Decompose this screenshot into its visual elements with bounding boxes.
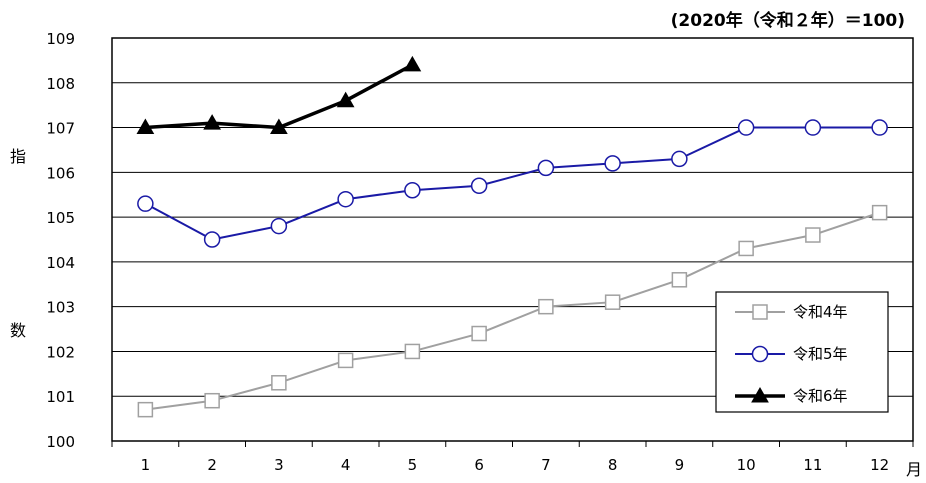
data-point-1 <box>538 298 554 315</box>
x-tick-label: 7 <box>541 456 551 474</box>
x-tick-label: 1 <box>141 456 151 474</box>
x-tick-label: 2 <box>207 456 217 474</box>
data-point-2 <box>337 190 354 208</box>
data-point-1 <box>337 352 354 369</box>
data-point-2 <box>537 159 555 177</box>
data-point-2 <box>203 231 221 248</box>
data-point-3 <box>336 91 355 108</box>
y-tick-label: 104 <box>46 254 75 272</box>
x-tick-label: 3 <box>274 456 284 474</box>
data-point-1 <box>271 375 287 391</box>
data-point-3 <box>403 55 422 72</box>
data-point-2 <box>137 195 154 212</box>
x-tick-label: 6 <box>474 456 484 474</box>
data-point-1 <box>805 227 821 243</box>
y-tick-label: 100 <box>46 433 75 451</box>
x-tick-label: 10 <box>737 456 756 474</box>
x-tick-label: 5 <box>408 456 418 474</box>
data-point-1 <box>404 343 421 360</box>
y-tick-label: 108 <box>46 75 75 93</box>
data-point-1 <box>137 401 154 418</box>
x-tick-label: 12 <box>870 456 889 474</box>
legend-label-3: 令和6年 <box>793 387 848 405</box>
data-point-2 <box>604 155 621 172</box>
data-point-1 <box>204 392 220 409</box>
series-group <box>136 55 888 418</box>
x-axis-label: 月 <box>906 460 922 479</box>
y-tick-label: 105 <box>46 209 75 227</box>
y-tick-label: 103 <box>46 299 75 317</box>
data-point-2 <box>671 150 688 168</box>
x-tick-label: 11 <box>803 456 822 474</box>
data-point-1 <box>738 240 754 257</box>
y-tick-label: 107 <box>46 120 75 138</box>
data-point-1 <box>471 325 487 342</box>
x-tick-label: 4 <box>341 456 351 474</box>
x-tick-label: 9 <box>675 456 685 474</box>
y-tick-label: 106 <box>46 164 75 182</box>
y-axis: 100 101 102 103 104 105 106 107 108 109 <box>46 30 75 451</box>
x-tick-label: 8 <box>608 456 618 474</box>
data-point-2 <box>804 119 822 136</box>
data-point-3 <box>203 114 221 130</box>
series-line-1 <box>145 211 880 411</box>
data-point-2 <box>404 181 421 199</box>
index-base-note: (2020年（令和２年）＝100) <box>671 10 905 31</box>
legend-marker-1 <box>752 304 768 320</box>
data-point-3 <box>270 118 288 135</box>
data-point-2 <box>737 119 755 136</box>
series-line-3 <box>145 63 414 130</box>
y-tick-label: 101 <box>46 388 75 406</box>
data-point-2 <box>470 177 488 195</box>
y-axis-label-1: 指 <box>10 147 26 166</box>
data-point-1 <box>671 272 688 288</box>
y-tick-label: 109 <box>46 30 75 48</box>
data-point-3 <box>136 118 155 135</box>
x-axis: 1 2 3 4 5 6 7 8 9 10 11 12 <box>111 441 914 474</box>
legend-label-1: 令和4年 <box>793 303 848 321</box>
y-tick-label: 102 <box>46 343 75 361</box>
data-point-1 <box>871 204 888 221</box>
data-point-1 <box>604 294 621 310</box>
data-point-2 <box>270 217 288 235</box>
legend-label-2: 令和5年 <box>793 345 848 363</box>
series-line-2 <box>144 126 880 241</box>
data-point-2 <box>871 119 888 136</box>
legend-marker-2 <box>751 345 769 363</box>
y-axis-label-2: 数 <box>10 321 26 340</box>
legend-marker-3 <box>751 386 769 403</box>
